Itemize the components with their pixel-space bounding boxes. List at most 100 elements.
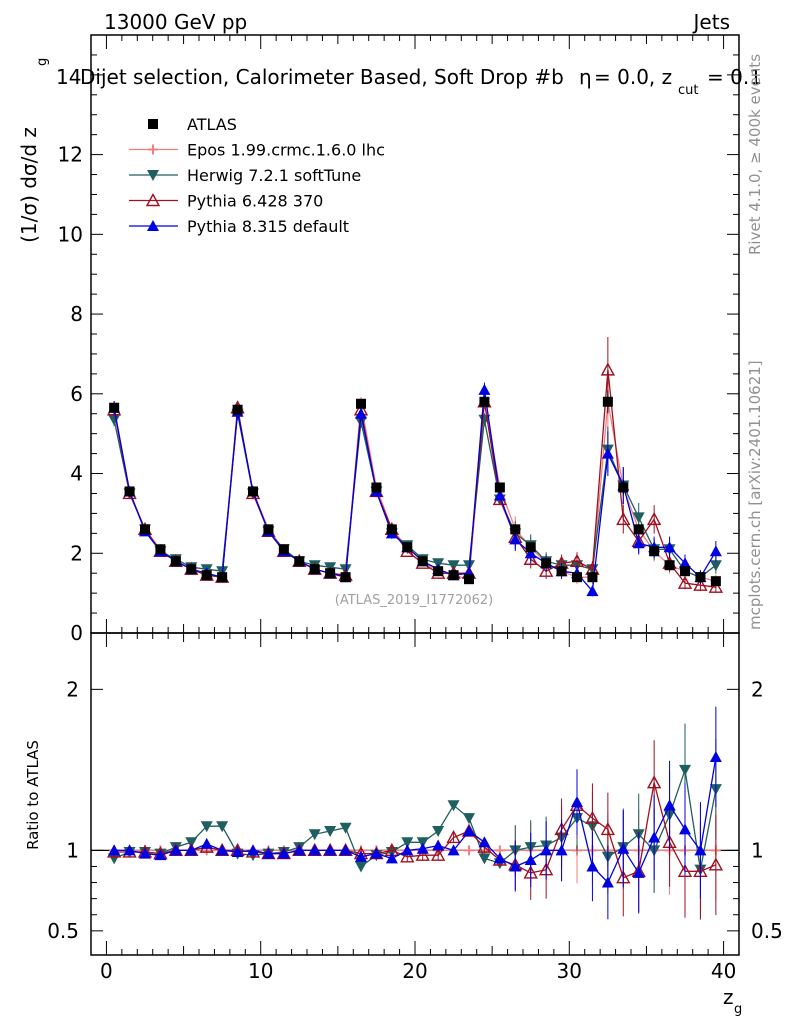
ratio-axes: 0.5 0.51 12 20 10 20 30 40 bbox=[47, 633, 783, 983]
ratio-data-point bbox=[447, 844, 460, 856]
data-point bbox=[680, 566, 690, 577]
ratio-data-point bbox=[370, 847, 383, 859]
ratio-data-point bbox=[216, 844, 229, 856]
data-point bbox=[479, 396, 490, 407]
ratio-data-point bbox=[524, 854, 537, 866]
y-axis-overlap-label: 14 bbox=[56, 65, 81, 89]
legend-marker bbox=[147, 220, 159, 231]
ratio-data-point bbox=[169, 844, 182, 856]
data-point bbox=[664, 560, 675, 571]
analysis-watermark: (ATLAS_2019_I1772062) bbox=[335, 593, 493, 608]
main-y-label-sub: g bbox=[35, 58, 50, 66]
data-point bbox=[510, 524, 521, 535]
ratio-data-point bbox=[493, 852, 506, 864]
ratio-y-label: Ratio to ATLAS bbox=[24, 740, 42, 850]
ratio-data-point bbox=[324, 844, 337, 856]
ratio-data-point bbox=[709, 750, 722, 762]
series-line bbox=[113, 369, 716, 588]
ratio-series-line bbox=[114, 756, 717, 884]
data-point bbox=[325, 568, 336, 579]
data-point bbox=[478, 383, 491, 395]
ratio-data-point bbox=[262, 847, 275, 859]
ratio-data-point bbox=[679, 823, 691, 835]
data-point bbox=[632, 537, 645, 549]
main-y-tick-label: 0 bbox=[70, 621, 83, 645]
data-point bbox=[402, 542, 413, 553]
ratio-data-point bbox=[416, 842, 429, 854]
category-label: Jets bbox=[692, 10, 730, 34]
ratio-data-point bbox=[430, 847, 446, 861]
series-line bbox=[113, 413, 717, 578]
data-point bbox=[108, 414, 121, 426]
legend-label: Pythia 8.315 default bbox=[187, 217, 349, 236]
data-point bbox=[493, 489, 506, 501]
ratio-data-point bbox=[324, 826, 337, 838]
ratio-data-point bbox=[663, 799, 676, 811]
data-point bbox=[677, 575, 693, 589]
data-point bbox=[572, 572, 582, 583]
ratio-y-tick-label-right: 1 bbox=[751, 838, 764, 862]
ratio-data-point bbox=[555, 844, 568, 856]
ratio-data-point bbox=[646, 775, 662, 789]
ratio-data-point bbox=[339, 822, 352, 834]
ratio-data-point bbox=[585, 810, 600, 824]
ratio-data-point bbox=[139, 847, 151, 859]
ratio-series-pythia bbox=[108, 706, 722, 920]
ratio-data-point bbox=[401, 837, 414, 849]
data-point bbox=[710, 576, 721, 587]
main-y-label: (1/σ) dσ/d z bbox=[17, 127, 41, 243]
rivet-label-group: Rivet 4.1.0, ≥ 400k events bbox=[746, 54, 764, 255]
x-tick-label: 0 bbox=[100, 959, 113, 983]
data-point bbox=[509, 533, 522, 545]
ratio-data-point bbox=[293, 844, 306, 856]
data-point bbox=[294, 556, 305, 567]
ratio-data-point bbox=[185, 844, 198, 856]
ratio-data-point bbox=[600, 821, 616, 836]
energy-label: 13000 GeV pp bbox=[104, 10, 247, 34]
ratio-data-point bbox=[478, 836, 491, 848]
data-point bbox=[232, 404, 243, 415]
data-point bbox=[695, 572, 706, 583]
legend-marker bbox=[148, 119, 158, 129]
data-point bbox=[448, 570, 459, 581]
ratio-data-point bbox=[463, 825, 475, 837]
main-axes: 0 2 4 6 8 10 12 bbox=[58, 35, 739, 645]
ratio-data-point bbox=[478, 853, 491, 865]
ratio-y-tick-label: 0.5 bbox=[47, 919, 79, 943]
ratio-y-tick-label-right: 2 bbox=[751, 677, 764, 701]
ratio-data-point bbox=[216, 821, 229, 833]
ratio-data-point bbox=[108, 853, 121, 865]
ratio-data-point bbox=[694, 844, 707, 856]
ratio-data-point bbox=[446, 830, 461, 844]
data-point bbox=[170, 556, 181, 567]
data-point bbox=[538, 563, 554, 577]
ratio-data-point bbox=[571, 796, 583, 808]
legend-marker bbox=[145, 193, 161, 207]
data-point bbox=[709, 545, 722, 557]
ratio-y-tick-label: 1 bbox=[66, 838, 79, 862]
ratio-data-point bbox=[400, 849, 415, 863]
plot-title-sub: cut bbox=[678, 83, 698, 98]
data-point bbox=[524, 547, 537, 559]
data-point bbox=[663, 541, 676, 553]
ratio-y-label-group: Ratio to ATLAS bbox=[24, 740, 42, 850]
main-y-tick-label: 10 bbox=[58, 222, 83, 246]
mcplots-label: mcplots.cern.ch [arXiv:2401.10621] bbox=[746, 360, 764, 630]
legend-label: Herwig 7.2.1 softTune bbox=[187, 166, 361, 185]
legend-label: Pythia 6.428 370 bbox=[187, 192, 323, 211]
ratio-data-point bbox=[708, 857, 724, 871]
legend-label: Epos 1.99.crmc.1.6.0 lhc bbox=[187, 141, 385, 160]
ratio-data-point bbox=[401, 844, 414, 856]
data-point bbox=[523, 551, 538, 565]
ratio-y-tick-label: 2 bbox=[66, 677, 79, 701]
data-point bbox=[186, 564, 197, 575]
plot-title: Dijet selection, Calorimeter Based, Soft… bbox=[80, 65, 564, 89]
data-point bbox=[371, 482, 382, 493]
data-point bbox=[649, 546, 660, 557]
ratio-data-point bbox=[432, 826, 445, 838]
data-point bbox=[525, 542, 536, 553]
ratio-data-point bbox=[123, 844, 136, 856]
main-y-tick-label: 4 bbox=[70, 462, 83, 486]
